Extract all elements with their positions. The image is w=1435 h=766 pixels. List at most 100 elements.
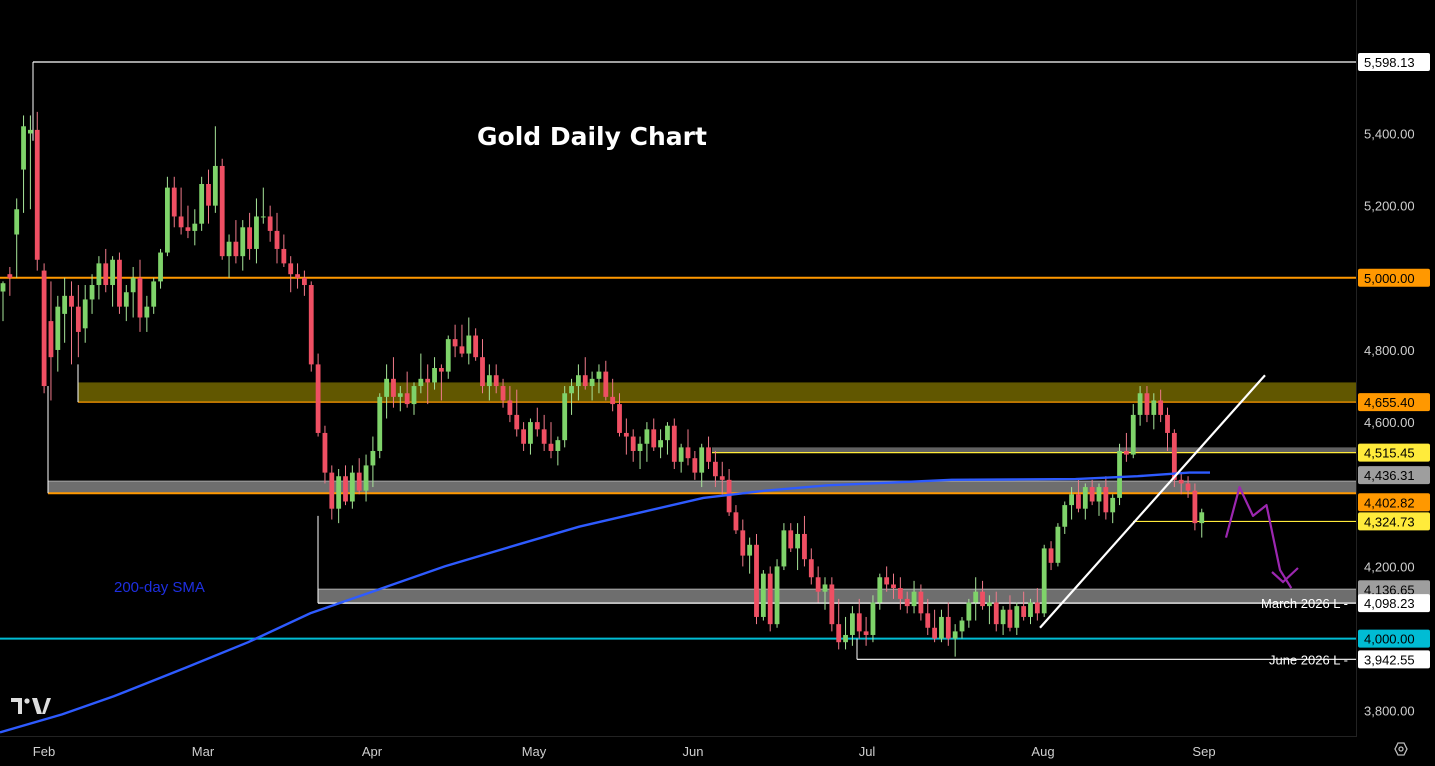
tradingview-logo xyxy=(11,698,51,714)
level-notes: March 2026 L - June 2026 L - xyxy=(1261,596,1348,667)
price-zone xyxy=(712,447,1356,453)
candle-body xyxy=(336,476,342,509)
candle-body xyxy=(452,339,458,347)
candle-body xyxy=(713,461,718,477)
candle-body xyxy=(480,357,485,387)
x-tick-label: Sep xyxy=(1192,744,1215,759)
candle-body xyxy=(774,566,780,625)
candle-body xyxy=(945,616,951,639)
candle-body xyxy=(274,230,280,249)
candle-body xyxy=(41,270,47,387)
candle-body xyxy=(665,425,670,441)
trendline xyxy=(1039,374,1266,629)
candle-body xyxy=(1076,494,1081,509)
candle-body xyxy=(144,306,150,318)
candle-body xyxy=(514,414,520,430)
sma-200-line xyxy=(0,471,1210,734)
price-zone xyxy=(78,382,1356,403)
candle-body xyxy=(630,436,636,451)
candle-body xyxy=(802,533,807,560)
candle-body xyxy=(192,223,198,231)
chart-title: Gold Daily Chart xyxy=(477,122,707,151)
candle-body xyxy=(69,295,74,307)
level-label-bg xyxy=(1358,466,1430,485)
candle-body xyxy=(1007,609,1013,628)
level-label: 4,136.65 xyxy=(1364,582,1415,597)
candle-body xyxy=(1110,497,1116,513)
level-label: 5,598.13 xyxy=(1364,55,1415,70)
candle-body xyxy=(1192,490,1198,524)
candle-body xyxy=(521,429,526,444)
candle-body xyxy=(623,432,629,437)
candle-body xyxy=(569,386,574,394)
sma-label: 200-day SMA xyxy=(114,579,205,596)
candle-body xyxy=(582,375,588,387)
level-label-bg xyxy=(1358,512,1430,531)
candle-body xyxy=(1151,400,1157,415)
candle-body xyxy=(747,544,753,556)
level-label-bg xyxy=(1358,53,1430,72)
candle-body xyxy=(1178,479,1184,484)
candle-body xyxy=(822,584,828,592)
candle-body xyxy=(247,227,252,249)
candle-body xyxy=(473,335,479,358)
level-note: March 2026 L - xyxy=(1261,596,1348,611)
candle-body xyxy=(439,368,444,372)
candle-body xyxy=(165,187,170,253)
candle-body xyxy=(877,577,883,603)
candle-body xyxy=(21,126,26,170)
candle-body xyxy=(980,591,985,607)
candle-body xyxy=(117,259,122,307)
level-label: 4,098.23 xyxy=(1364,596,1415,611)
level-label-bg xyxy=(1358,629,1430,648)
y-tick-label: 5,400.00 xyxy=(1364,126,1415,141)
candle-body xyxy=(486,375,492,387)
candle-body xyxy=(617,404,622,433)
candle-body xyxy=(1171,432,1177,480)
candle-body xyxy=(240,227,246,257)
y-tick-label: 3,800.00 xyxy=(1364,704,1415,719)
candle-body xyxy=(89,285,95,300)
candle-body xyxy=(185,227,191,231)
sma-line-group xyxy=(0,471,1210,734)
candle-body xyxy=(212,165,218,206)
candle-body xyxy=(987,602,992,607)
candle-body xyxy=(555,440,561,451)
level-labels: 5,598.13 5,000.00 4,655.40 4,515.45 4,436.31… xyxy=(1358,53,1430,669)
candle-body xyxy=(1062,505,1068,527)
candle-body xyxy=(1199,512,1205,524)
level-note: June 2026 L - xyxy=(1269,652,1348,667)
candle-body xyxy=(500,386,506,401)
candle-body xyxy=(391,378,396,397)
candle-body xyxy=(0,283,6,292)
candle-body xyxy=(302,277,307,286)
candle-body xyxy=(55,306,61,350)
projection-path xyxy=(1224,486,1293,589)
candle-body xyxy=(343,476,348,502)
x-tick-label: Feb xyxy=(33,744,55,759)
candle-body xyxy=(7,274,13,278)
candle-body xyxy=(1028,602,1033,617)
candle-body xyxy=(596,371,602,379)
candle-body xyxy=(178,216,184,228)
candle-body xyxy=(610,396,616,405)
x-tick-label: Apr xyxy=(362,744,383,759)
candle-body xyxy=(418,378,424,387)
candle-body xyxy=(322,432,328,473)
candle-body xyxy=(1144,393,1150,415)
candle-body xyxy=(884,577,890,585)
x-tick-label: Jul xyxy=(859,744,876,759)
candle-body xyxy=(493,375,499,387)
level-label-bg xyxy=(1358,580,1430,599)
candle-body xyxy=(295,274,300,278)
projection-group xyxy=(1224,486,1299,589)
candle-body xyxy=(356,472,362,491)
candle-body xyxy=(1185,483,1191,491)
settings-icon[interactable] xyxy=(1394,742,1408,756)
candle-body xyxy=(1117,450,1122,498)
candle-body xyxy=(932,627,937,639)
candle-body xyxy=(1082,487,1088,509)
candle-body xyxy=(589,378,595,387)
